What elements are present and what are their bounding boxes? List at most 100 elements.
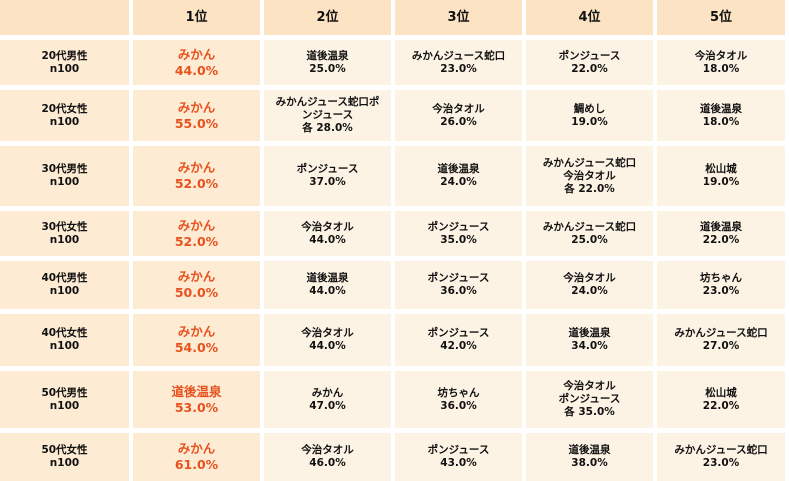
- item-name: みかんジュース蛇口: [411, 49, 506, 62]
- item-name: 今治タオル: [694, 49, 748, 62]
- item-name: ポンジュース: [296, 163, 359, 175]
- sample-size: n100: [49, 457, 80, 469]
- percentage: 25.0%: [309, 62, 346, 75]
- item-name: ポンジュース: [558, 393, 621, 405]
- percentage: 46.0%: [309, 457, 346, 469]
- row-label: 30代女性 n100: [0, 211, 129, 256]
- rank5-cell: 道後温泉 18.0%: [657, 90, 785, 141]
- percentage: 23.0%: [702, 457, 740, 469]
- rank3-cell: 今治タオル 26.0%: [395, 90, 522, 141]
- sample-size: n100: [49, 233, 80, 246]
- item-name: 道後温泉: [568, 444, 611, 456]
- segment-label: 30代女性: [41, 220, 88, 233]
- header-rank1: 1位: [133, 0, 260, 35]
- row-label: 40代男性 n100: [0, 261, 129, 309]
- percentage: 44.0%: [309, 340, 346, 352]
- row-label: 30代男性 n100: [0, 146, 129, 206]
- item-name: 今治タオル: [563, 380, 616, 392]
- item-name: 道後温泉: [568, 327, 611, 339]
- row-label: 50代女性 n100: [0, 433, 129, 481]
- header-rank3: 3位: [395, 0, 522, 35]
- rank3-cell: 坊ちゃん 36.0%: [395, 371, 522, 428]
- percentage: 54.0%: [174, 340, 219, 355]
- item-name: みかんジュース蛇口: [674, 327, 768, 339]
- item-name: ンジュース: [301, 109, 354, 121]
- rank5-cell: 坊ちゃん 23.0%: [657, 261, 785, 309]
- segment-label: 50代女性: [41, 444, 88, 456]
- item-name: みかん: [177, 217, 216, 233]
- rank4-cell: みかんジュース蛇口 25.0%: [526, 211, 653, 256]
- percentage: 19.0%: [702, 176, 740, 188]
- percentage: 23.0%: [440, 62, 477, 75]
- percentage: 34.0%: [571, 340, 608, 352]
- item-name: ポンジュース: [558, 49, 621, 62]
- percentage: 19.0%: [571, 115, 608, 128]
- sample-size: n100: [49, 285, 80, 297]
- row-label: 20代女性 n100: [0, 90, 129, 141]
- sample-size: n100: [49, 399, 80, 412]
- percentage: 43.0%: [440, 457, 477, 469]
- percentage: 55.0%: [174, 115, 219, 131]
- row-label: 50代男性 n100: [0, 371, 129, 428]
- rank5-cell: 松山城 19.0%: [657, 146, 785, 206]
- percentage: 35.0%: [440, 233, 477, 246]
- segment-label: 40代女性: [41, 327, 88, 339]
- item-name: 道後温泉: [171, 383, 222, 399]
- rank4-cell: 道後温泉 34.0%: [526, 314, 653, 366]
- percentage: 44.0%: [309, 285, 346, 297]
- rank4-cell: 鯛めし 19.0%: [526, 90, 653, 141]
- item-name: ポンジュース: [427, 444, 490, 456]
- item-name: みかん: [177, 160, 216, 175]
- percentage: 23.0%: [702, 285, 740, 297]
- rank2-cell: 今治タオル 44.0%: [264, 211, 391, 256]
- rank5-cell: 道後温泉 22.0%: [657, 211, 785, 256]
- sample-size: n100: [49, 115, 80, 128]
- percentage: 50.0%: [174, 285, 219, 300]
- rank1-cell: みかん 50.0%: [133, 261, 260, 309]
- sample-size: n100: [49, 176, 80, 188]
- percentage: 61.0%: [174, 457, 219, 472]
- percentage: 44.0%: [174, 62, 219, 78]
- segment-label: 20代男性: [41, 49, 88, 62]
- header-rank5: 5位: [657, 0, 785, 35]
- percentage: 24.0%: [571, 285, 608, 297]
- item-name: 道後温泉: [306, 49, 349, 62]
- rank3-cell: ポンジュース 42.0%: [395, 314, 522, 366]
- item-name: 今治タオル: [563, 169, 616, 182]
- percentage: 26.0%: [440, 115, 477, 128]
- item-name: みかん: [177, 269, 216, 284]
- row-label: 20代男性 n100: [0, 40, 129, 85]
- segment-label: 40代男性: [41, 272, 88, 284]
- rank4-cell: 道後温泉 38.0%: [526, 433, 653, 481]
- rank4-cell: 今治タオル ポンジュース各 35.0%: [526, 371, 653, 428]
- rank5-cell: 今治タオル 18.0%: [657, 40, 785, 85]
- item-name: みかんジュース蛇口: [542, 220, 637, 233]
- item-name: 道後温泉: [437, 163, 480, 175]
- rank4-cell: ポンジュース 22.0%: [526, 40, 653, 85]
- item-name: みかんジュース蛇口: [674, 444, 768, 456]
- item-name: 道後温泉: [700, 102, 742, 115]
- segment-label: 30代男性: [41, 163, 88, 175]
- rank2-cell: 道後温泉 25.0%: [264, 40, 391, 85]
- item-name: みかん: [311, 386, 344, 399]
- item-name: 坊ちゃん: [437, 386, 480, 399]
- rank5-cell: みかんジュース蛇口 27.0%: [657, 314, 785, 366]
- item-name: みかん: [177, 99, 216, 115]
- item-name: ポンジュース: [427, 220, 490, 233]
- rank3-cell: ポンジュース 43.0%: [395, 433, 522, 481]
- rank1-cell: みかん 55.0%: [133, 90, 260, 141]
- percentage: 47.0%: [309, 399, 346, 412]
- rank3-cell: ポンジュース 35.0%: [395, 211, 522, 256]
- percentage: 37.0%: [309, 176, 346, 188]
- item-name: 松山城: [705, 163, 737, 175]
- percentage: 18.0%: [702, 115, 740, 128]
- item-name: 今治タオル: [301, 220, 354, 233]
- percentage: 18.0%: [702, 62, 740, 75]
- row-label: 40代女性 n100: [0, 314, 129, 366]
- item-name: みかん: [177, 46, 216, 62]
- segment-label: 50代男性: [41, 386, 88, 399]
- rank3-cell: ポンジュース 36.0%: [395, 261, 522, 309]
- header-rank2: 2位: [264, 0, 391, 35]
- rank3-cell: みかんジュース蛇口 23.0%: [395, 40, 522, 85]
